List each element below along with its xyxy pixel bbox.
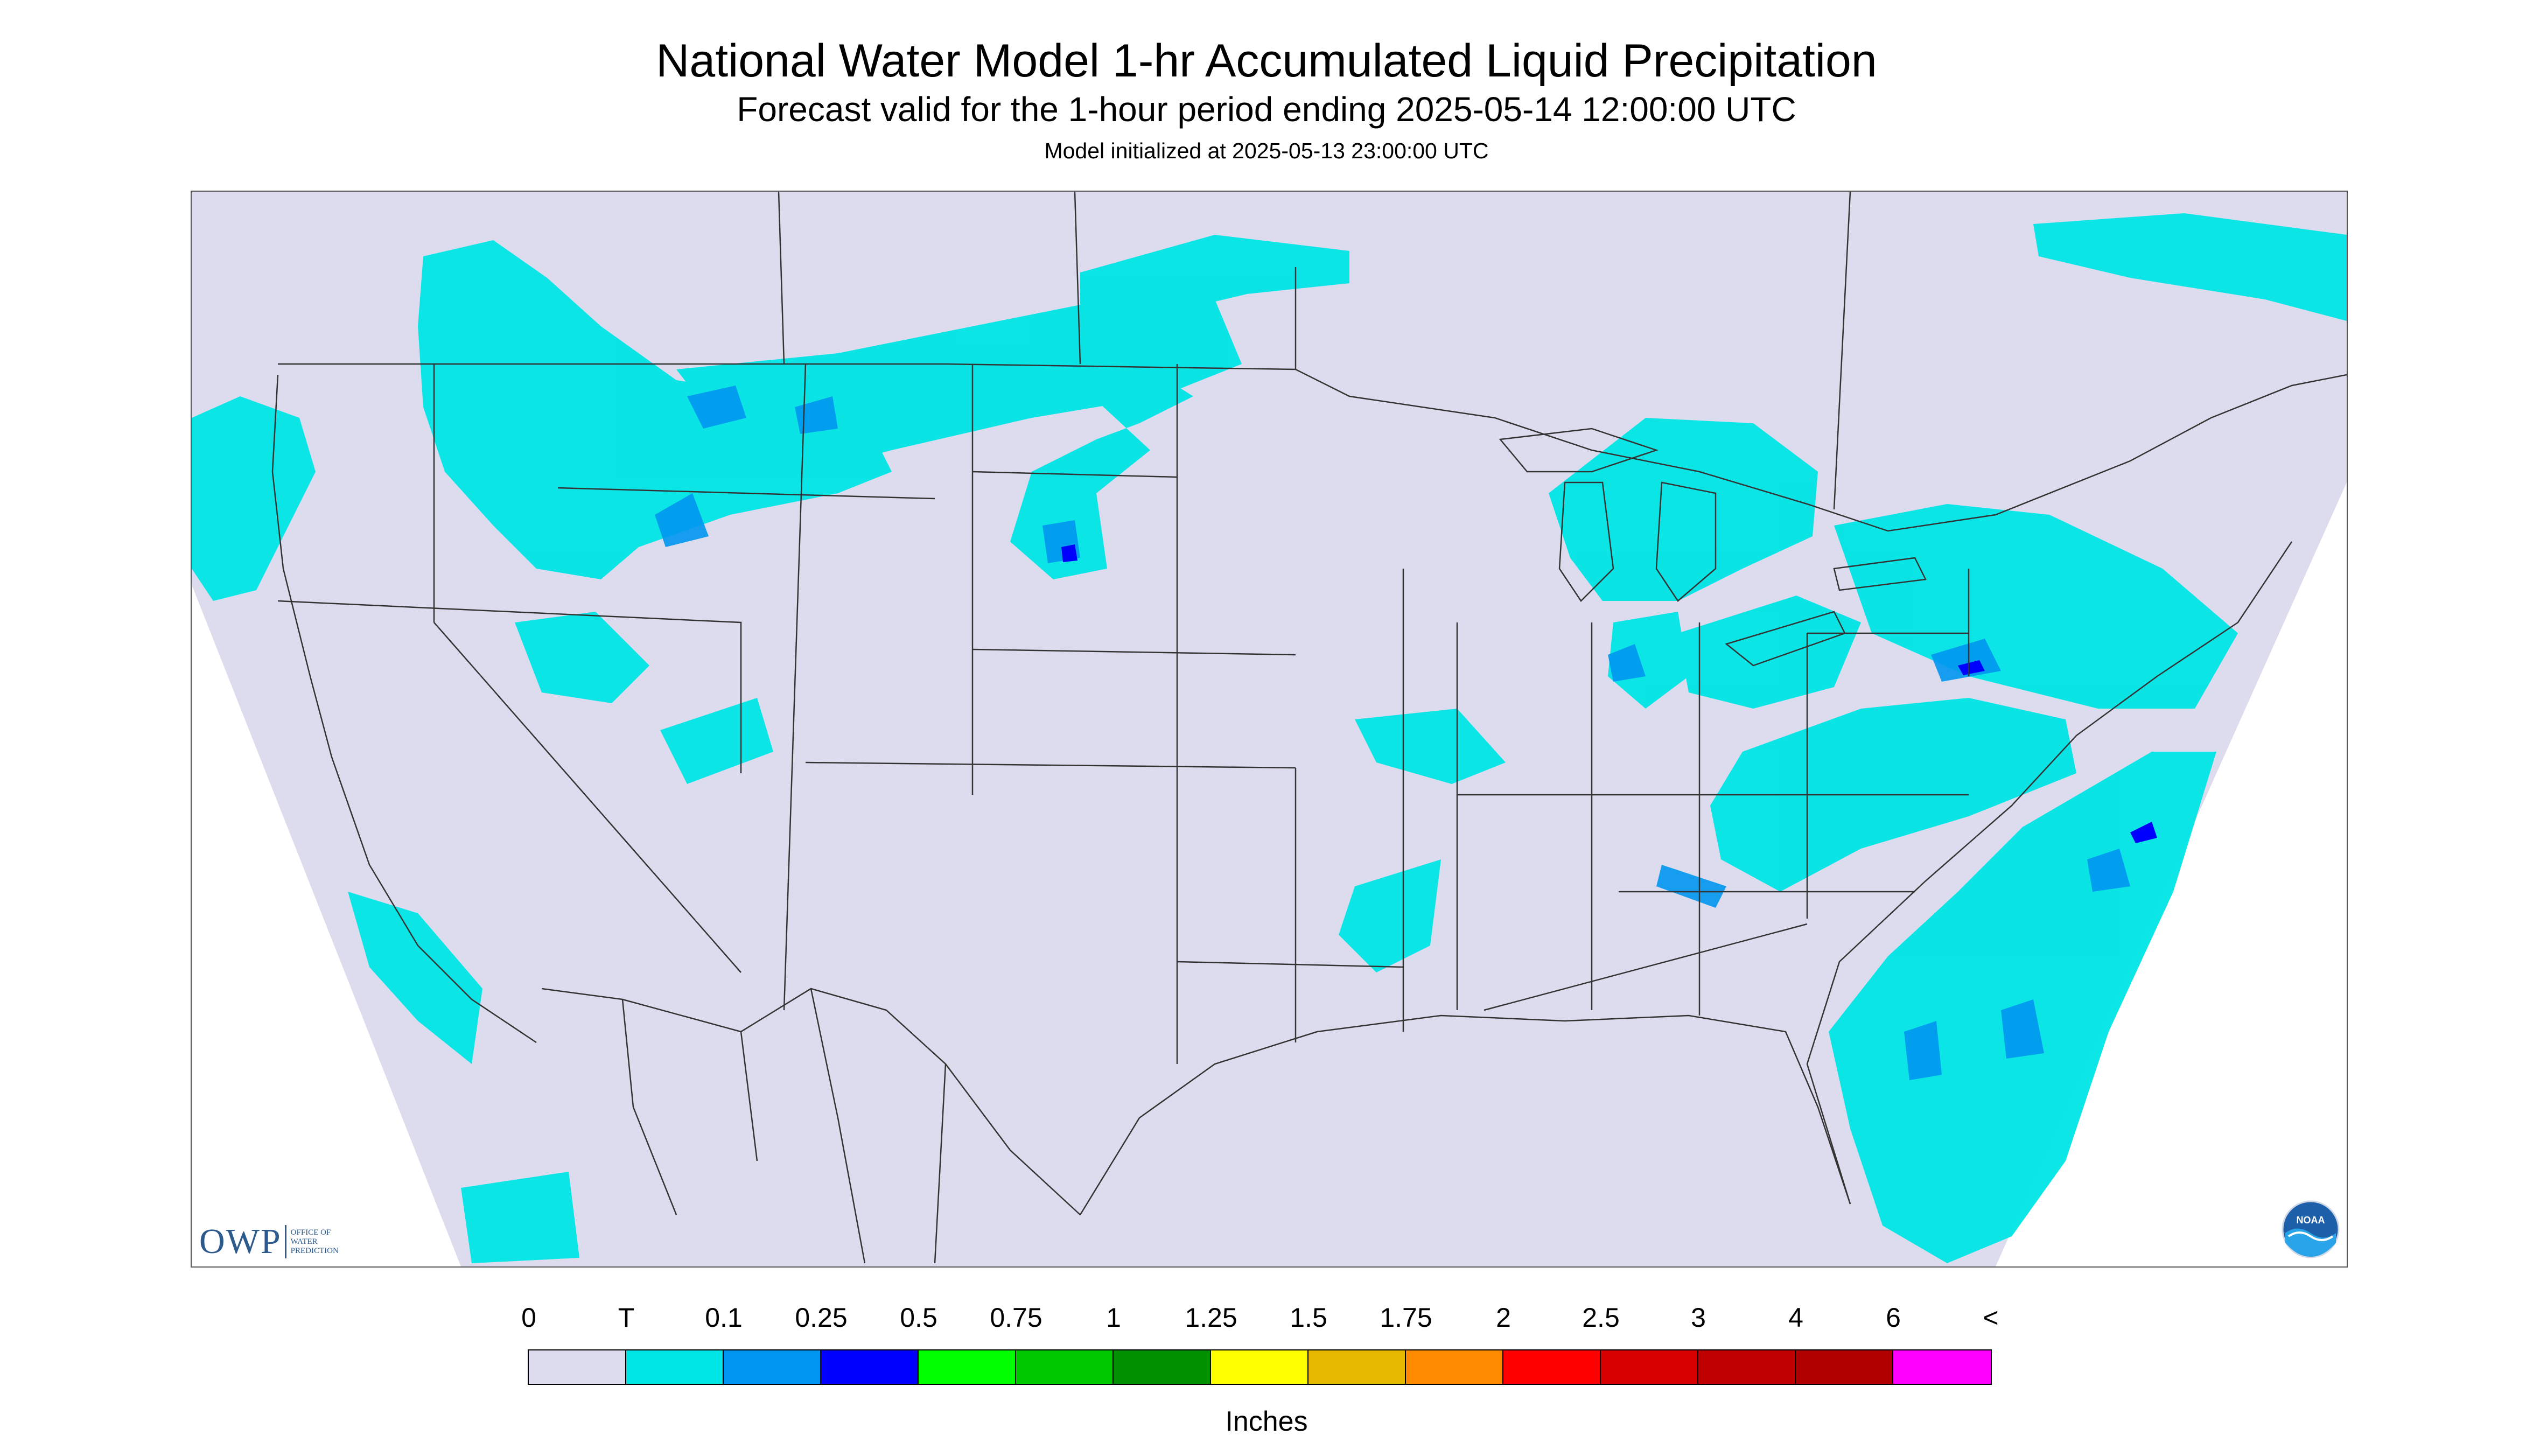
rain-cell-atlantic [1904,849,2130,1080]
owp-logo-mark: OWP [199,1222,282,1261]
interior-boundaries-east [1457,569,1970,1016]
heavy-cell-nebraska [1061,544,1077,562]
legend-swatch [821,1350,919,1384]
owp-logo-text: Office of Water Prediction [290,1228,339,1255]
precip-light-layer [192,213,2347,1263]
rain-area-ohio-valley [1608,596,1861,709]
legend-color-bar [528,1349,1992,1385]
outside-domain-left [192,585,461,1266]
noaa-logo-text: NOAA [2297,1215,2325,1226]
precipitation-map [191,191,2348,1268]
noaa-emblem-icon: NOAA [2282,1200,2340,1258]
legend-swatch [1211,1350,1309,1384]
precip-heavy-layer [1061,544,2157,843]
legend-label: 1.75 [1380,1303,1432,1333]
great-lakes-outline [1499,428,1927,667]
canada-province-lines [778,192,1851,510]
noaa-logo: NOAA [2281,1200,2340,1259]
legend-label: 2 [1496,1303,1511,1333]
owp-logo: OWP Office of Water Prediction [199,1221,350,1262]
mexico-interior-lines [621,988,947,1264]
legend-swatch [1114,1350,1211,1384]
legend-swatch [1309,1350,1406,1384]
west-coastline [271,374,537,1044]
legend-swatch [1796,1350,1893,1384]
boundary-lines [271,192,2347,1264]
rain-cell-carolinas [1656,865,1726,908]
gulf-coastline [1079,1014,1851,1215]
rain-area-canadian-prairies [1080,235,1349,321]
east-coastline [1806,541,2293,1205]
interior-boundaries-central [972,364,1458,1064]
legend-label: 1.25 [1185,1303,1237,1333]
legend-label: 2.5 [1582,1303,1620,1333]
model-init-time: Model initialized at 2025-05-13 23:00:00… [1044,138,1489,163]
legend-label: T [618,1303,635,1333]
rain-area-great-lakes [1549,418,1818,601]
legend-labels: 0 T 0.1 0.25 0.5 0.75 1 1.25 1.5 1.75 2 … [521,1302,2014,1340]
legend-label: 0.25 [795,1303,848,1333]
owp-logo-divider [284,1225,286,1258]
legend-swatch [1503,1350,1601,1384]
legend-swatch [1406,1350,1503,1384]
map-title: National Water Model 1-hr Accumulated Li… [656,35,1877,87]
rain-cell-illinois [1608,644,1646,682]
legend-swatch [919,1350,1016,1384]
legend-label: 0 [521,1303,536,1333]
canada-us-border [278,363,2347,532]
legend-swatch [1893,1350,1991,1384]
rain-area-southern-canada-east [2033,213,2347,321]
legend-swatch [626,1350,724,1384]
legend-swatch [1016,1350,1114,1384]
legend-label: 0.5 [900,1303,937,1333]
rain-area-mid-south [1339,709,1506,972]
legend-label: 0.1 [705,1303,743,1333]
legend-swatch [724,1350,821,1384]
rain-cell-northern-rockies [655,386,838,547]
legend-units: Inches [1225,1406,1308,1437]
rain-area-pacific-northwest [192,396,316,601]
legend-label: 4 [1788,1303,1803,1333]
us-mexico-border [541,988,1081,1215]
legend-swatch [1698,1350,1796,1384]
legend-label: 1 [1106,1303,1121,1333]
legend-label: 6 [1886,1303,1901,1333]
map-canvas [192,192,2347,1266]
legend-label: < [1983,1303,1999,1333]
legend-label: 0.75 [990,1303,1042,1333]
heavy-cell-offshore [2130,822,2157,843]
legend-label: 1.5 [1290,1303,1327,1333]
heavy-cell-new-jersey [1958,660,1985,675]
legend-swatch [529,1350,626,1384]
legend-swatch [1601,1350,1698,1384]
rain-area-west-coast-south [348,892,579,1263]
legend-label: 3 [1691,1303,1706,1333]
rain-area-great-basin [515,612,773,784]
map-subtitle: Forecast valid for the 1-hour period end… [737,90,1796,129]
rain-area-northeast [1834,504,2238,709]
interior-boundaries-west [277,363,1296,1011]
